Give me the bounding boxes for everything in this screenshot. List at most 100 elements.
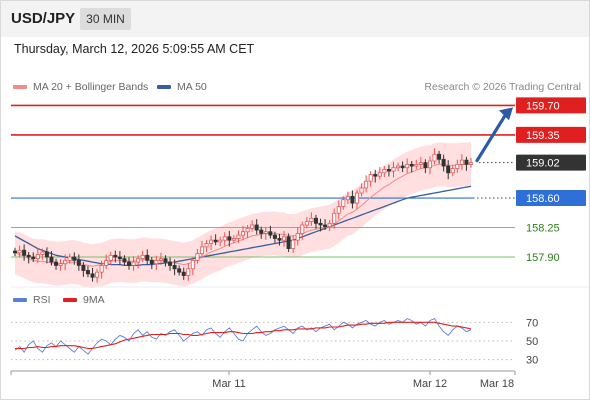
projection-arrow-head [499, 107, 513, 121]
price-label-159.35: 159.35 [526, 130, 560, 142]
candle-body [263, 231, 268, 234]
rsi-level-label-30: 30 [526, 355, 538, 367]
price-tag-158.60 [516, 190, 586, 207]
candle-body [414, 163, 419, 167]
candle-body [459, 159, 464, 165]
legend-9ma-label: 9MA [83, 294, 105, 306]
candle-body [418, 162, 423, 165]
candle-body [76, 259, 81, 266]
timeframe-button[interactable]: 30 MIN [80, 8, 131, 30]
price-label-158.60: 158.60 [526, 193, 560, 205]
candle-body [213, 239, 218, 243]
candle-body [332, 212, 337, 224]
price-label-159.02: 159.02 [526, 158, 560, 170]
legend-rsi: RSI [13, 294, 51, 306]
rsi-level-label-50: 50 [526, 336, 538, 348]
legend-ma50-swatch [157, 85, 171, 90]
candle-body [163, 258, 168, 263]
candle-body [209, 239, 214, 244]
candle-body [386, 169, 391, 172]
bollinger-band [15, 141, 471, 289]
candle-body [122, 258, 127, 263]
candle-body [199, 246, 204, 255]
candle-body [345, 195, 350, 201]
price-tag-159.70 [516, 97, 586, 114]
candle-body [108, 254, 113, 261]
candle-body [405, 163, 410, 169]
price-label-158.25: 158.25 [526, 223, 560, 235]
candle-body [309, 217, 314, 223]
candle-body [323, 224, 328, 228]
candle-body [427, 160, 432, 169]
candle-body [446, 165, 451, 174]
candle-body [409, 163, 414, 167]
candle-body [145, 254, 150, 261]
legend-rsi-swatch [13, 298, 27, 303]
candle-body [336, 206, 341, 214]
candle-body [227, 236, 232, 241]
candle-body [423, 162, 428, 169]
candle-body [113, 254, 118, 258]
candle-body [127, 261, 132, 266]
candle-body [154, 259, 159, 265]
candle-body [44, 251, 49, 258]
candle-body [441, 158, 446, 167]
candle-body [31, 256, 36, 260]
candle-body [300, 224, 305, 234]
candle-body [190, 259, 195, 270]
rsi-line [14, 318, 472, 355]
candle-body [354, 192, 359, 204]
candles [12, 148, 473, 283]
candle-body [26, 254, 31, 258]
candle-body [195, 253, 200, 261]
candle-body [168, 261, 173, 266]
candle-body [368, 174, 373, 182]
candle-body [382, 169, 387, 174]
candle-body [104, 259, 109, 266]
candle-body [400, 165, 405, 169]
candle-body [22, 249, 27, 256]
legend-9ma-swatch [63, 298, 77, 303]
candle-body [396, 165, 401, 169]
ma50-line [14, 185, 472, 267]
candle-body [136, 258, 141, 263]
candle-body [81, 265, 86, 271]
legend-ma50: MA 50 [157, 81, 207, 93]
candle-body [277, 238, 282, 241]
candle-body [272, 234, 277, 239]
candle-body [90, 273, 95, 278]
candle-body [468, 162, 473, 165]
candle-body [250, 224, 255, 229]
currency-pair-title: USD/JPY [11, 10, 76, 27]
candle-body [350, 195, 355, 204]
candle-body [172, 265, 177, 270]
candle-body [291, 239, 296, 249]
candle-body [236, 234, 241, 239]
candle-body [432, 153, 437, 162]
candle-body [58, 263, 63, 266]
candle-body [186, 268, 191, 276]
price-label-159.70: 159.70 [526, 100, 560, 112]
candle-body [286, 236, 291, 249]
x-axis-label-2: Mar 18 [480, 378, 514, 390]
x-axis-label-1: Mar 12 [413, 378, 447, 390]
candle-body [131, 261, 136, 266]
candle-body [40, 251, 45, 255]
candle-body [95, 271, 100, 278]
candle-body [295, 233, 300, 241]
candle-body [373, 174, 378, 177]
legend-ma50-label: MA 50 [177, 81, 207, 93]
legend-9ma: 9MA [63, 294, 105, 306]
candle-body [364, 180, 369, 189]
timestamp: Thursday, March 12, 2026 5:09:55 AM CET [14, 42, 255, 56]
candle-body [254, 224, 259, 231]
candle-body [377, 172, 382, 177]
candle-body [313, 217, 318, 224]
candle-body [54, 261, 59, 266]
rsi-ma9-line [15, 321, 472, 350]
legend-ma20: MA 20 + Bollinger Bands [13, 81, 148, 93]
candle-body [245, 227, 250, 233]
price-label-157.90: 157.90 [526, 252, 560, 264]
candle-body [177, 268, 182, 273]
